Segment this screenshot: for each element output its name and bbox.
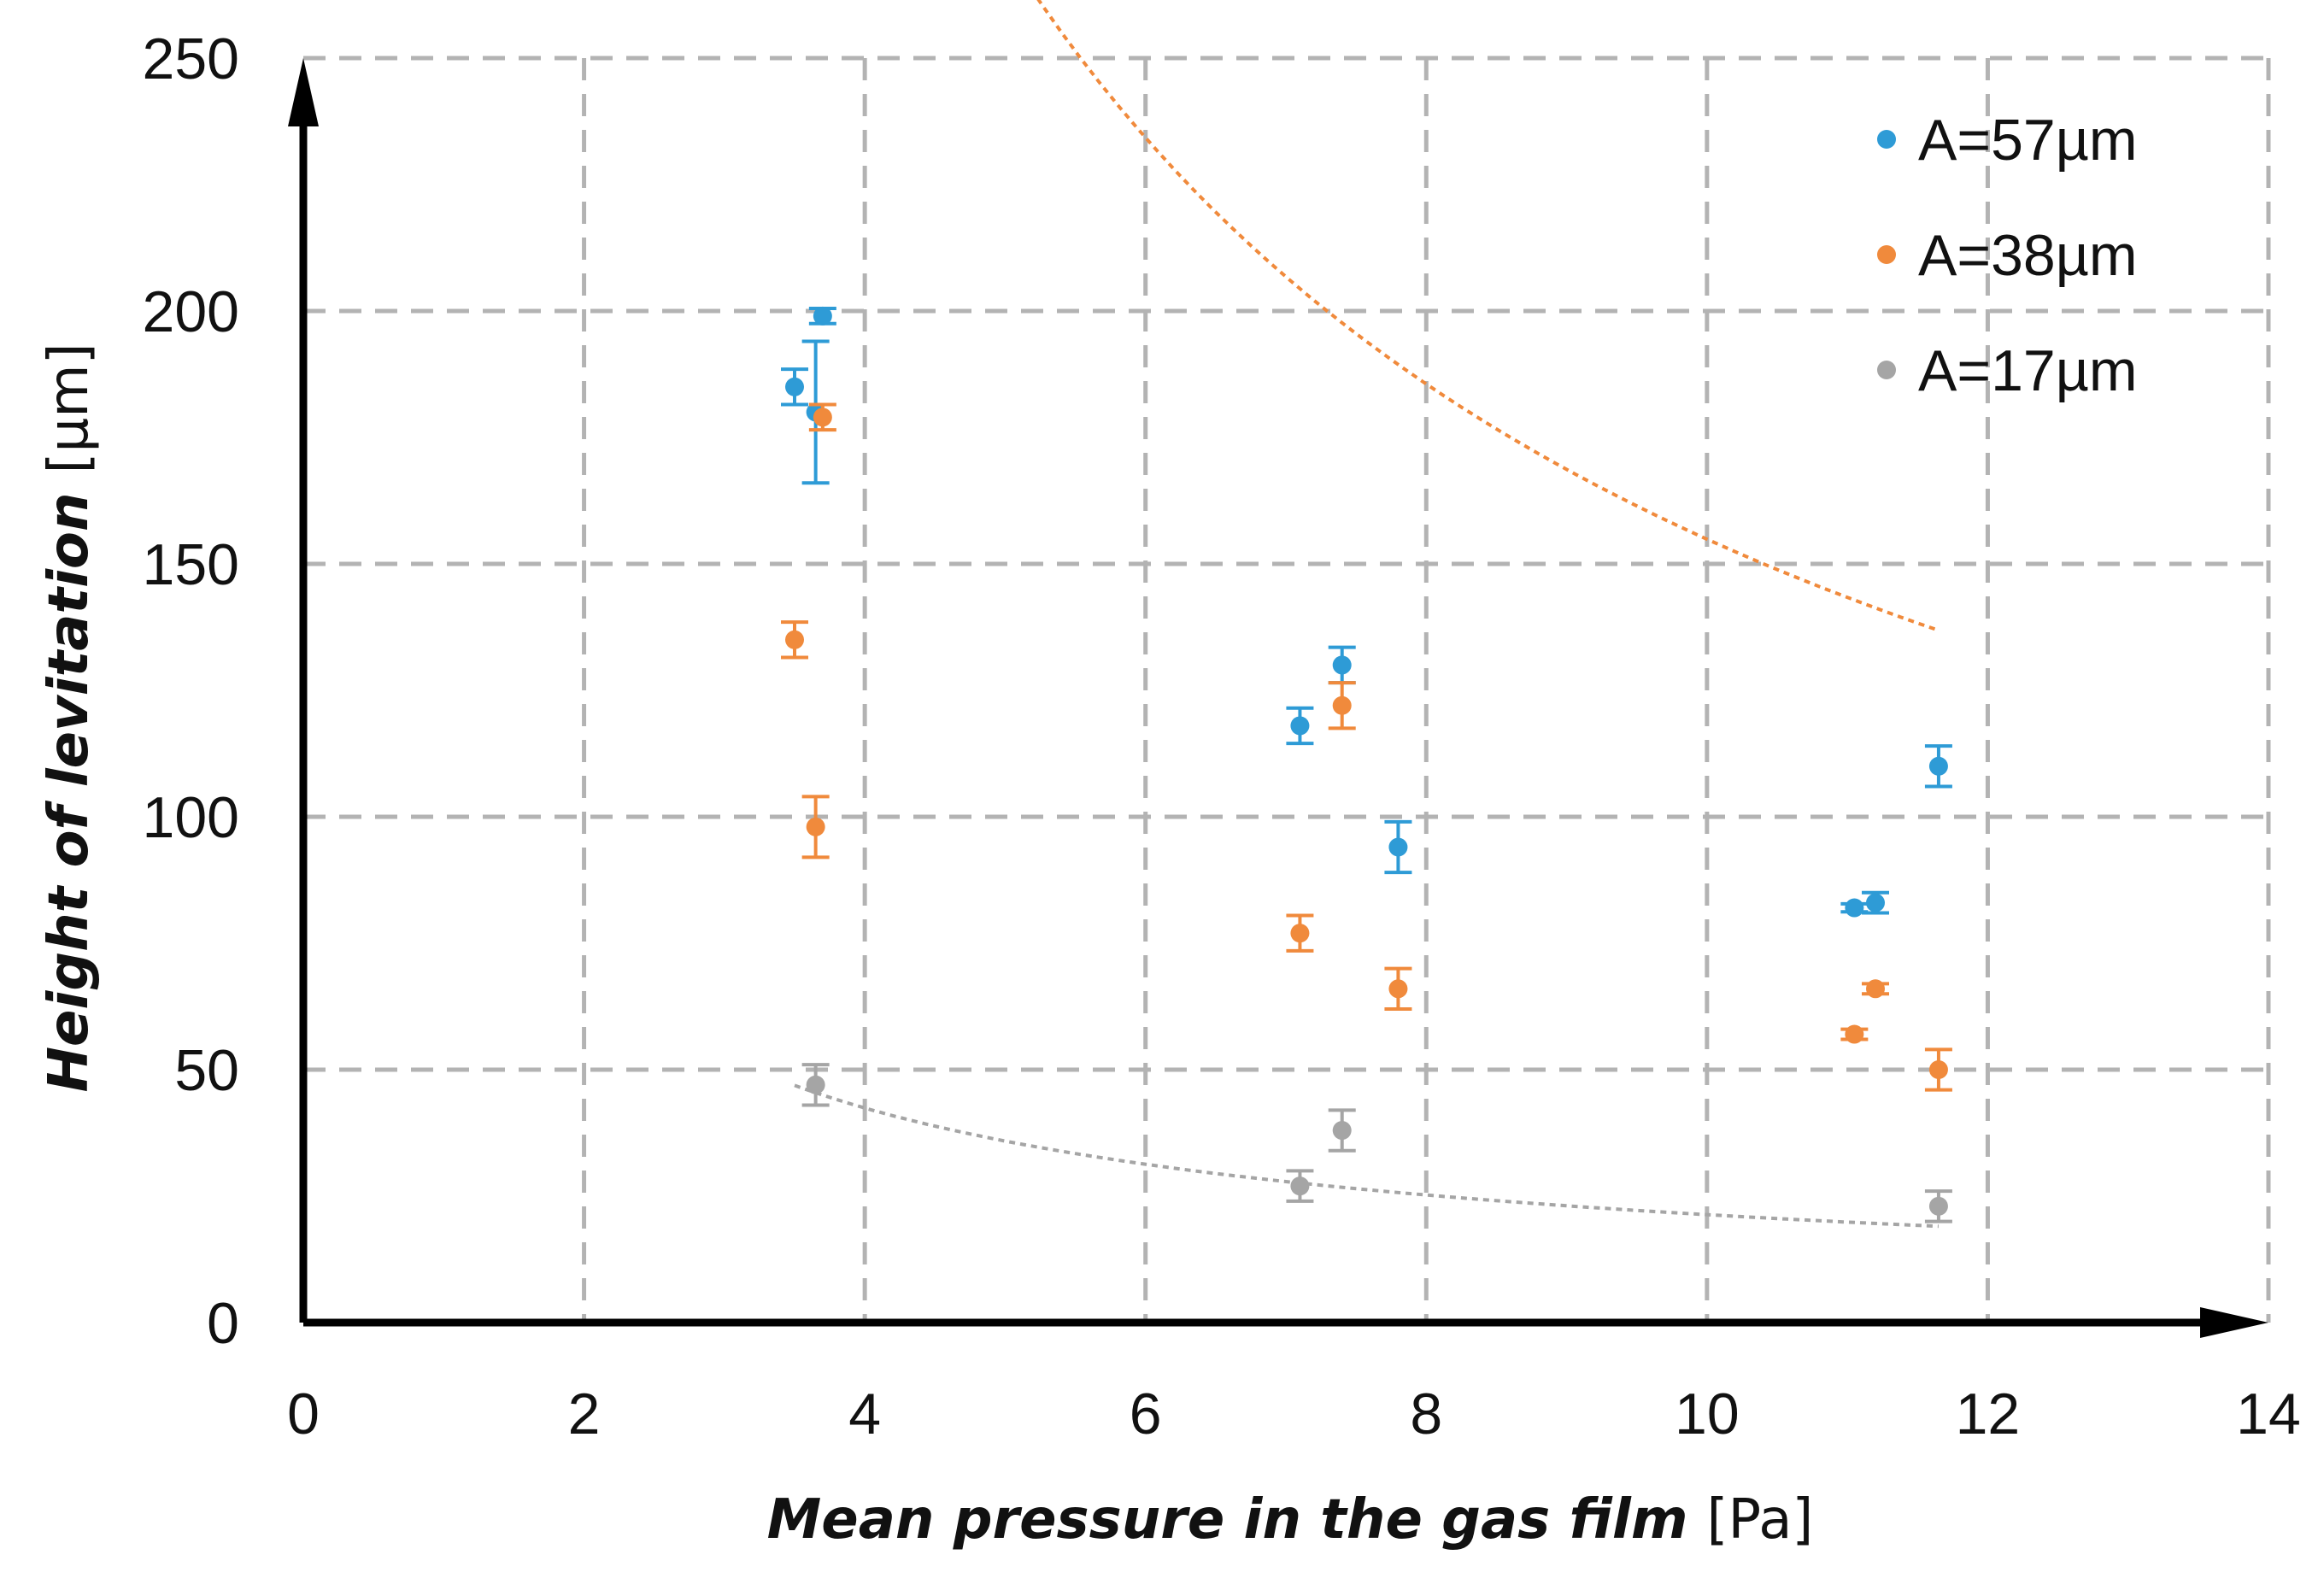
gridlines	[303, 56, 2271, 1323]
point-marker	[785, 630, 804, 649]
point-marker	[1928, 1060, 1948, 1079]
y-axis-arrow	[288, 58, 319, 126]
point-marker	[1388, 837, 1408, 857]
data-point-series-1-3	[1286, 913, 1314, 953]
point-marker	[1290, 924, 1310, 943]
data-points	[781, 306, 1952, 1223]
data-point-series-0-4	[1328, 645, 1356, 685]
y-tick-label: 50	[174, 1038, 239, 1103]
point-marker	[1290, 716, 1310, 736]
data-point-series-0-1	[808, 306, 836, 326]
y-tick-label: 250	[143, 26, 239, 91]
axes	[288, 58, 2268, 1338]
point-marker	[1845, 898, 1864, 918]
trendline-series-2	[794, 1083, 1939, 1229]
point-marker	[813, 408, 832, 427]
data-point-series-1-0	[781, 620, 808, 660]
y-tick-label: 100	[143, 785, 239, 850]
legend-label: A=38µm	[1918, 223, 2138, 288]
x-axis-title-unit: [Pa]	[1707, 1488, 1814, 1552]
point-marker	[1866, 979, 1885, 999]
point-marker	[1928, 1196, 1948, 1216]
data-point-series-1-1	[808, 402, 836, 432]
point-marker	[806, 1075, 825, 1094]
legend-marker	[1877, 245, 1896, 264]
y-axis-title-main: Height of levitation	[38, 492, 101, 1092]
data-point-series-0-3	[1286, 706, 1314, 746]
legend-label: A=17µm	[1918, 338, 2138, 403]
data-point-series-2-2	[1328, 1108, 1356, 1153]
y-tick-label: 200	[143, 279, 239, 344]
trendline-series-1	[1036, 0, 1940, 632]
y-tick-label: 150	[143, 532, 239, 597]
x-tick-label: 4	[848, 1382, 881, 1446]
data-point-series-1-8	[1924, 1047, 1952, 1092]
x-tick-label: 8	[1410, 1382, 1442, 1446]
data-point-series-2-3	[1924, 1189, 1952, 1223]
legend-label: A=57µm	[1918, 108, 2138, 173]
legend-marker	[1877, 130, 1896, 149]
x-tick-label: 6	[1130, 1382, 1162, 1446]
point-marker	[813, 306, 832, 326]
point-marker	[1866, 893, 1885, 912]
legend-item-2: A=17µm	[1877, 338, 2138, 403]
legend-marker	[1877, 361, 1896, 379]
point-marker	[806, 817, 825, 836]
data-point-series-0-8	[1924, 744, 1952, 789]
y-axis-title: Height of levitation [µm]	[38, 343, 101, 1092]
point-marker	[1928, 756, 1948, 776]
x-tick-label: 0	[287, 1382, 320, 1446]
legend: A=57µm A=38µm A=17µm	[1877, 108, 2138, 403]
data-point-series-0-0	[781, 367, 808, 407]
data-point-series-1-5	[1384, 966, 1412, 1011]
trendlines	[794, 0, 1940, 1229]
point-marker	[785, 377, 804, 396]
x-axis-arrow	[2200, 1307, 2268, 1338]
point-marker	[1332, 695, 1352, 715]
x-tick-label: 2	[568, 1382, 601, 1446]
x-tick-label: 14	[2236, 1382, 2301, 1446]
y-axis-title-unit: [µm]	[38, 343, 101, 473]
x-axis-title-main: Mean pressure in the gas film	[767, 1488, 1688, 1552]
data-point-series-0-7	[1862, 890, 1889, 915]
x-tick-label: 10	[1675, 1382, 1740, 1446]
point-marker	[1388, 979, 1408, 999]
point-marker	[1332, 655, 1352, 675]
data-point-series-2-1	[1286, 1169, 1314, 1203]
point-marker	[1332, 1121, 1352, 1141]
data-point-series-2-0	[801, 1063, 830, 1107]
x-tick-label: 12	[1956, 1382, 2021, 1446]
legend-item-1: A=38µm	[1877, 223, 2138, 288]
x-axis-title: Mean pressure in the gas film [Pa]	[767, 1488, 1814, 1552]
y-tick-label: 0	[207, 1291, 239, 1356]
legend-item-0: A=57µm	[1877, 108, 2138, 173]
data-point-series-1-7	[1862, 979, 1889, 999]
data-point-series-1-2	[801, 795, 830, 860]
point-marker	[1845, 1024, 1864, 1044]
tick-labels: 0 2 4 6 8 10 12 14 0 50 100 150 200 250	[143, 26, 2301, 1446]
data-point-series-1-6	[1840, 1024, 1869, 1044]
data-point-series-1-4	[1328, 681, 1356, 730]
data-point-series-0-5	[1384, 819, 1412, 875]
point-marker	[1290, 1176, 1310, 1196]
